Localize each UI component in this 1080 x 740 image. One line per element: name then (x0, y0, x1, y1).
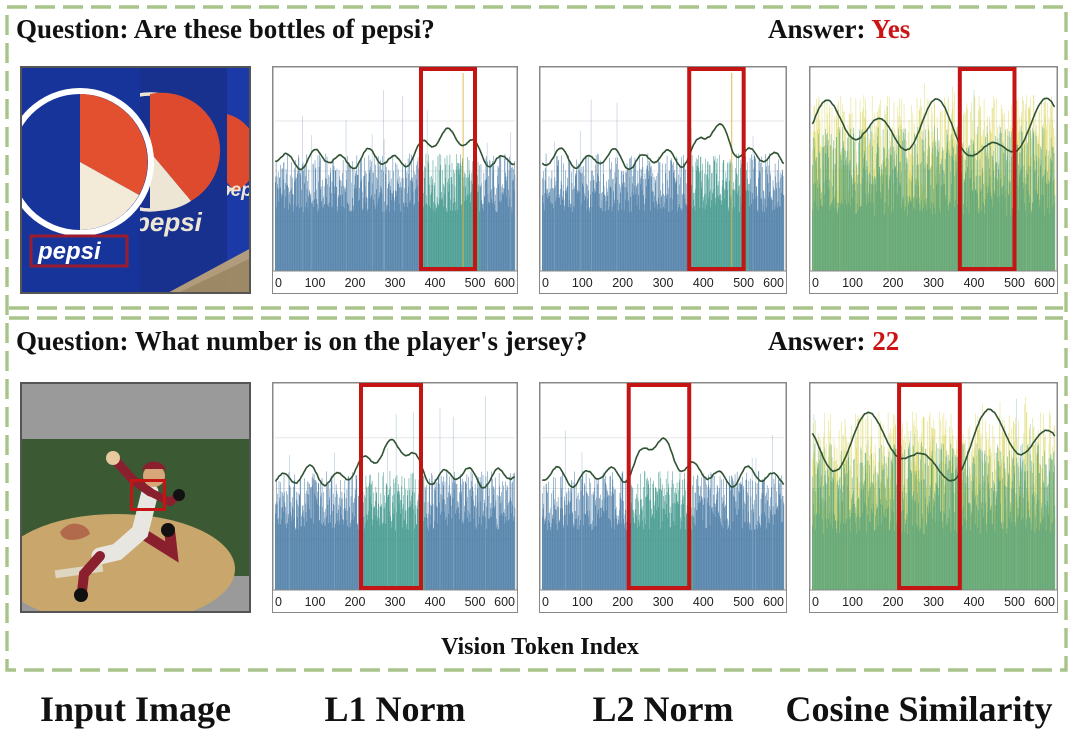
svg-text:600: 600 (763, 276, 784, 290)
svg-text:100: 100 (572, 276, 593, 290)
svg-text:400: 400 (964, 276, 985, 290)
svg-text:100: 100 (305, 595, 326, 609)
svg-text:300: 300 (923, 595, 944, 609)
svg-text:600: 600 (1034, 595, 1055, 609)
svg-text:400: 400 (693, 276, 714, 290)
svg-text:500: 500 (1004, 276, 1025, 290)
svg-text:pepsi: pepsi (37, 238, 102, 265)
svg-text:200: 200 (883, 276, 904, 290)
svg-text:200: 200 (612, 595, 633, 609)
svg-text:pepsi: pepsi (133, 207, 203, 237)
svg-text:0: 0 (275, 595, 282, 609)
svg-text:500: 500 (733, 276, 754, 290)
svg-text:500: 500 (465, 595, 486, 609)
svg-text:200: 200 (883, 595, 904, 609)
svg-text:500: 500 (733, 595, 754, 609)
svg-text:300: 300 (653, 276, 674, 290)
svg-text:0: 0 (275, 276, 282, 290)
svg-text:500: 500 (1004, 595, 1025, 609)
svg-text:100: 100 (842, 276, 863, 290)
svg-text:300: 300 (385, 276, 406, 290)
svg-text:0: 0 (542, 595, 549, 609)
svg-text:400: 400 (425, 276, 446, 290)
svg-text:0: 0 (812, 595, 819, 609)
svg-text:400: 400 (425, 595, 446, 609)
svg-text:300: 300 (653, 595, 674, 609)
svg-text:200: 200 (345, 276, 366, 290)
svg-text:200: 200 (612, 276, 633, 290)
svg-text:500: 500 (465, 276, 486, 290)
svg-text:100: 100 (305, 276, 326, 290)
svg-text:400: 400 (693, 595, 714, 609)
svg-text:100: 100 (842, 595, 863, 609)
svg-text:400: 400 (964, 595, 985, 609)
svg-text:300: 300 (385, 595, 406, 609)
svg-text:300: 300 (923, 276, 944, 290)
svg-text:600: 600 (1034, 276, 1055, 290)
svg-text:600: 600 (494, 595, 515, 609)
svg-text:600: 600 (494, 276, 515, 290)
svg-text:100: 100 (572, 595, 593, 609)
svg-text:600: 600 (763, 595, 784, 609)
svg-text:0: 0 (542, 276, 549, 290)
svg-text:0: 0 (812, 276, 819, 290)
svg-text:200: 200 (345, 595, 366, 609)
